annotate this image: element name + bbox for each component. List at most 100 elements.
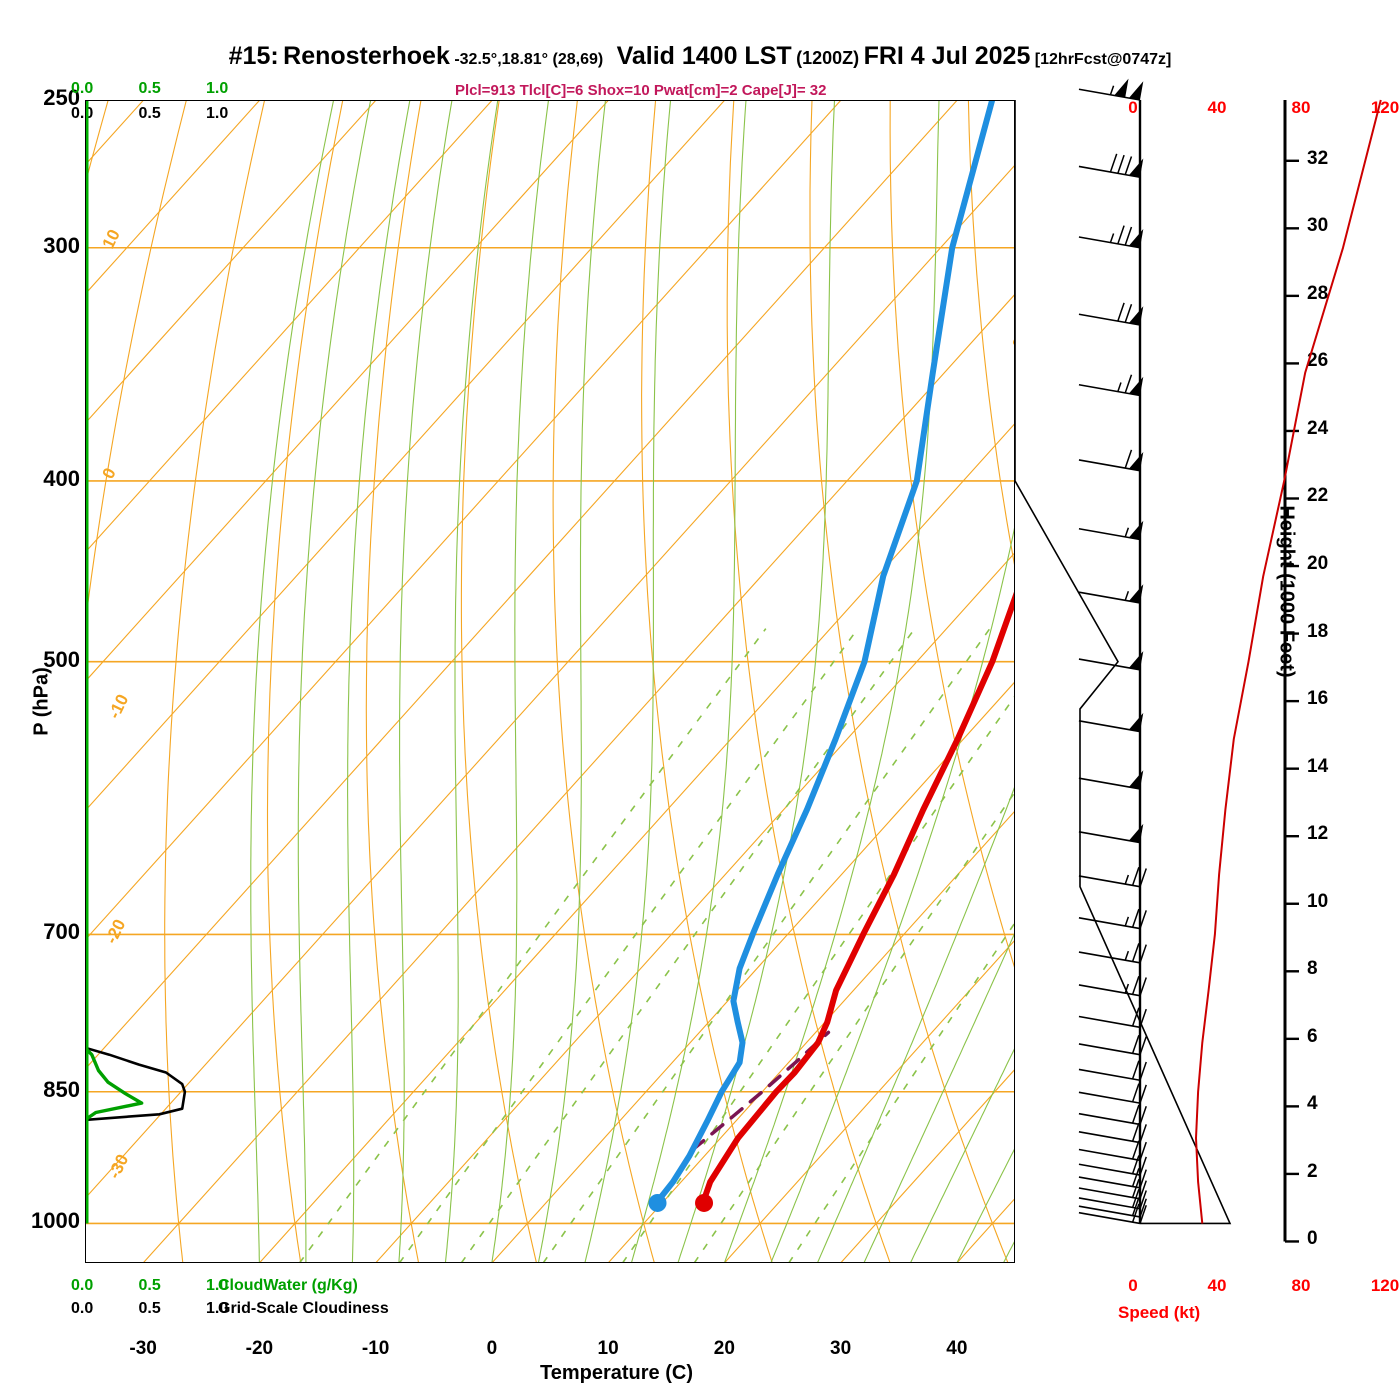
cloudwater-tick-bottom-2: 1.0 bbox=[206, 1277, 229, 1294]
surface-dewpoint bbox=[648, 1193, 667, 1212]
temperature-tick--30: -30 bbox=[129, 1338, 157, 1359]
speed-tick-top-80: 80 bbox=[1291, 98, 1311, 117]
wind-barb bbox=[1078, 584, 1144, 604]
height-tick-6: 6 bbox=[1307, 1025, 1318, 1047]
pressure-tick-400: 400 bbox=[43, 465, 80, 491]
pressure-tick-1000: 1000 bbox=[31, 1208, 80, 1234]
wind-barb bbox=[1078, 78, 1144, 101]
wind-barb bbox=[1078, 1034, 1147, 1056]
height-tick-30: 30 bbox=[1307, 215, 1329, 237]
cloudiness-tick-bottom-1: 0.5 bbox=[138, 1300, 161, 1317]
valid-date: FRI 4 Jul 2025 bbox=[863, 42, 1031, 70]
grid-label: -20 bbox=[102, 916, 130, 946]
cloudiness-tick-top-1: 0.5 bbox=[138, 105, 161, 122]
wind-barb bbox=[1078, 770, 1144, 790]
speed-tick-bottom-120: 120 bbox=[1370, 1276, 1400, 1295]
temperature-tick--20: -20 bbox=[245, 1338, 274, 1359]
wind-barb bbox=[1078, 975, 1147, 997]
height-tick-24: 24 bbox=[1307, 417, 1329, 439]
wind-barb bbox=[1078, 520, 1144, 541]
wind-barb bbox=[1078, 1179, 1147, 1200]
wind-barb bbox=[1078, 225, 1144, 249]
temperature-tick-30: 30 bbox=[830, 1338, 852, 1359]
temperature-tick-40: 40 bbox=[946, 1338, 968, 1359]
speed-tick-bottom-0: 0 bbox=[1128, 1276, 1138, 1295]
station-coords: -32.5°,18.81° (28,69) bbox=[454, 51, 604, 68]
wind-barb bbox=[1078, 1104, 1147, 1126]
wind-barb bbox=[1078, 1007, 1147, 1029]
wind-barb bbox=[1078, 908, 1147, 930]
height-tick-14: 14 bbox=[1307, 755, 1329, 777]
grid-label: 30 bbox=[1179, 761, 1204, 786]
wind-barb bbox=[1078, 374, 1144, 397]
grid-label: -30 bbox=[105, 1151, 133, 1181]
sounding-indices: Plcl=913 Tlcl[C]=6 Shox=10 Pwat[cm]=2 Ca… bbox=[455, 82, 827, 99]
CloudWater-profile bbox=[85, 1046, 144, 1122]
height-tick-12: 12 bbox=[1307, 823, 1329, 845]
wind-speed-profile bbox=[1195, 99, 1382, 1224]
height-tick-8: 8 bbox=[1307, 958, 1318, 980]
wind-barb bbox=[1078, 1203, 1147, 1225]
wind-barb bbox=[1078, 1060, 1147, 1082]
grid-label: 0 bbox=[1009, 335, 1030, 352]
wind-barb bbox=[1078, 1155, 1147, 1176]
wind-barb bbox=[1078, 302, 1144, 326]
cloudwater-tick-top-0: 0.0 bbox=[71, 80, 94, 97]
grid-label: 8 bbox=[653, 1278, 672, 1293]
temperature-axis-label: Temperature (C) bbox=[540, 1362, 693, 1384]
cloudwater-tick-top-2: 1.0 bbox=[206, 80, 229, 97]
wind-barb bbox=[1078, 1083, 1147, 1104]
grid-label: -10 bbox=[105, 691, 133, 721]
page-title: #15: Renosterhoek -32.5°,18.81° (28,69) … bbox=[0, 42, 1400, 74]
temperature-tick-0: 0 bbox=[486, 1338, 498, 1359]
wind-barb bbox=[1078, 449, 1144, 472]
height-tick-26: 26 bbox=[1307, 350, 1329, 372]
height-tick-32: 32 bbox=[1307, 147, 1329, 169]
height-tick-18: 18 bbox=[1307, 620, 1329, 642]
wind-barb bbox=[1078, 1168, 1147, 1189]
cloudwater-tick-top-1: 0.5 bbox=[138, 80, 161, 97]
temperature-tick-20: 20 bbox=[713, 1338, 735, 1359]
speed-tick-top-0: 0 bbox=[1128, 98, 1138, 117]
pressure-tick-300: 300 bbox=[43, 232, 80, 258]
forecast-info: [12hrFcst@0747z] bbox=[1034, 51, 1172, 68]
cloudiness-tick-bottom-0: 0.0 bbox=[71, 1300, 94, 1317]
wind-barb bbox=[1078, 1197, 1147, 1218]
pressure-tick-850: 850 bbox=[43, 1076, 80, 1102]
wind-barb bbox=[1078, 1122, 1147, 1144]
cloudwater-tick-bottom-1: 0.5 bbox=[138, 1277, 161, 1294]
cloudiness-tick-top-2: 1.0 bbox=[206, 105, 229, 122]
grid-label: 20 bbox=[863, 1270, 886, 1293]
speed-tick-top-40: 40 bbox=[1207, 98, 1227, 117]
height-tick-2: 2 bbox=[1307, 1160, 1318, 1182]
station-name: Renosterhoek bbox=[283, 42, 450, 70]
height-tick-28: 28 bbox=[1307, 282, 1329, 304]
valid-utc: (1200Z) bbox=[796, 48, 860, 68]
cloudiness-tick-bottom-2: 1.0 bbox=[206, 1300, 229, 1317]
temperature-tick--10: -10 bbox=[361, 1338, 390, 1359]
grid-label: 12 bbox=[750, 1270, 773, 1293]
wind-barb bbox=[1078, 712, 1144, 733]
grid-label: 10 bbox=[1042, 516, 1067, 541]
GridScaleCloudiness-profile bbox=[85, 1046, 187, 1122]
temperature-tick-10: 10 bbox=[597, 1338, 619, 1359]
height-tick-10: 10 bbox=[1307, 890, 1329, 912]
cloudwater-tick-bottom-0: 0.0 bbox=[71, 1277, 94, 1294]
cloudiness-legend-label: Grid-Scale Cloudiness bbox=[218, 1300, 389, 1317]
valid-time: Valid 1400 LST bbox=[616, 42, 792, 70]
height-tick-4: 4 bbox=[1307, 1093, 1318, 1115]
height-tick-16: 16 bbox=[1307, 688, 1329, 710]
wind-barb bbox=[1078, 651, 1144, 671]
surface-temperature bbox=[695, 1193, 714, 1212]
grid-label: 0 bbox=[99, 465, 120, 482]
wind-barb bbox=[1078, 866, 1147, 888]
station-id: #15: bbox=[228, 42, 279, 70]
wind-barb bbox=[1078, 823, 1144, 844]
speed-axis-label: Speed (kt) bbox=[1118, 1303, 1201, 1322]
grid-label: 2 bbox=[422, 1280, 441, 1295]
height-tick-22: 22 bbox=[1307, 485, 1329, 507]
grid-label: 5 bbox=[564, 1276, 583, 1291]
wind-barb bbox=[1078, 1189, 1147, 1210]
speed-tick-bottom-80: 80 bbox=[1291, 1276, 1311, 1295]
